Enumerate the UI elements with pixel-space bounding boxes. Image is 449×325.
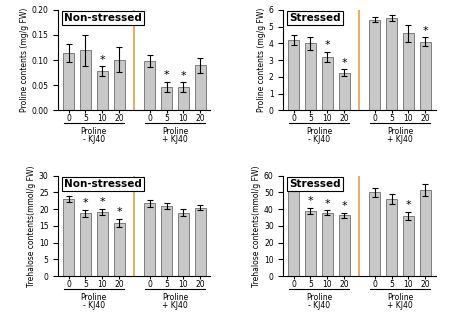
Bar bbox=[195, 208, 206, 276]
Y-axis label: Proline contents (mg/g FW): Proline contents (mg/g FW) bbox=[257, 8, 266, 112]
Text: *: * bbox=[325, 40, 330, 50]
Bar bbox=[369, 20, 380, 110]
Bar bbox=[97, 212, 108, 276]
Y-axis label: Trehalose contents(mmol/g FW): Trehalose contents(mmol/g FW) bbox=[252, 165, 261, 287]
Bar bbox=[339, 72, 350, 110]
Text: *: * bbox=[180, 71, 186, 81]
Text: *: * bbox=[308, 196, 313, 206]
Y-axis label: Proline contents (mg/g FW): Proline contents (mg/g FW) bbox=[20, 8, 29, 112]
Text: Proline: Proline bbox=[306, 127, 332, 136]
Text: Proline: Proline bbox=[162, 127, 188, 136]
Text: - KJ40: - KJ40 bbox=[83, 301, 105, 310]
Text: *: * bbox=[100, 197, 105, 207]
Text: + KJ40: + KJ40 bbox=[387, 135, 413, 144]
Text: *: * bbox=[325, 199, 330, 209]
Text: - KJ40: - KJ40 bbox=[308, 135, 330, 144]
Text: *: * bbox=[342, 58, 347, 68]
Text: *: * bbox=[100, 55, 105, 65]
Bar bbox=[420, 190, 431, 276]
Bar bbox=[178, 87, 189, 110]
Bar bbox=[161, 87, 172, 110]
Bar bbox=[403, 33, 414, 110]
Bar bbox=[161, 206, 172, 276]
Text: + KJ40: + KJ40 bbox=[387, 301, 413, 310]
Text: - KJ40: - KJ40 bbox=[83, 135, 105, 144]
Text: Proline: Proline bbox=[387, 293, 413, 302]
Text: - KJ40: - KJ40 bbox=[308, 301, 330, 310]
Bar bbox=[420, 42, 431, 110]
Bar bbox=[114, 59, 125, 110]
Bar bbox=[305, 43, 316, 110]
Bar bbox=[80, 213, 91, 276]
Bar bbox=[178, 213, 189, 276]
Bar bbox=[144, 60, 155, 110]
Text: *: * bbox=[116, 207, 122, 217]
Bar bbox=[63, 53, 74, 110]
Bar bbox=[80, 50, 91, 110]
Text: Non-stressed: Non-stressed bbox=[65, 13, 142, 23]
Bar bbox=[114, 223, 125, 276]
Bar bbox=[144, 203, 155, 276]
Text: *: * bbox=[423, 26, 428, 36]
Text: *: * bbox=[83, 198, 88, 208]
Y-axis label: Trehalose contents(mmol/g FW): Trehalose contents(mmol/g FW) bbox=[27, 165, 36, 287]
Text: Stressed: Stressed bbox=[290, 179, 341, 189]
Bar bbox=[322, 213, 333, 276]
Bar bbox=[288, 188, 299, 276]
Text: Proline: Proline bbox=[81, 293, 107, 302]
Bar bbox=[97, 71, 108, 110]
Text: Non-stressed: Non-stressed bbox=[65, 179, 142, 189]
Text: Proline: Proline bbox=[162, 293, 188, 302]
Bar bbox=[386, 18, 397, 110]
Text: Proline: Proline bbox=[387, 127, 413, 136]
Bar bbox=[339, 215, 350, 276]
Bar bbox=[288, 40, 299, 110]
Bar bbox=[403, 216, 414, 276]
Text: *: * bbox=[406, 200, 411, 210]
Bar bbox=[386, 199, 397, 276]
Text: Stressed: Stressed bbox=[290, 13, 341, 23]
Text: *: * bbox=[342, 201, 347, 211]
Bar bbox=[305, 211, 316, 276]
Text: + KJ40: + KJ40 bbox=[162, 301, 188, 310]
Bar bbox=[369, 192, 380, 276]
Bar bbox=[322, 57, 333, 110]
Text: + KJ40: + KJ40 bbox=[162, 135, 188, 144]
Text: Proline: Proline bbox=[306, 293, 332, 302]
Bar bbox=[195, 65, 206, 110]
Text: *: * bbox=[164, 70, 169, 80]
Text: Proline: Proline bbox=[81, 127, 107, 136]
Bar bbox=[63, 199, 74, 276]
